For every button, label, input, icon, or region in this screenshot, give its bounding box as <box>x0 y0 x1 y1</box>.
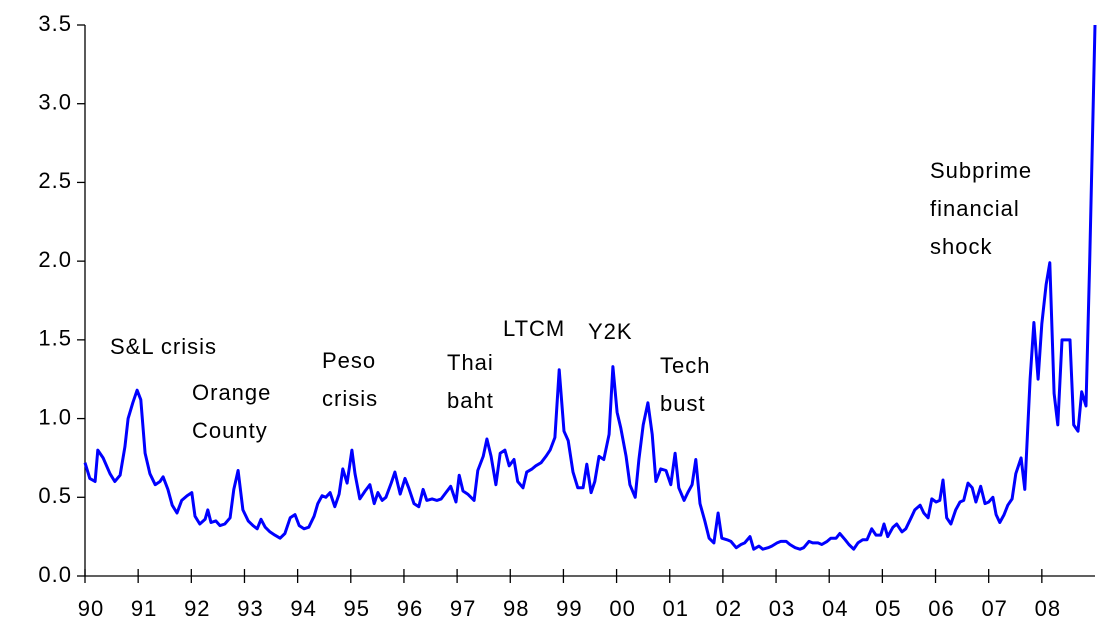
annotation: Y2K <box>588 319 633 344</box>
y-tick-label: 0.0 <box>38 562 72 587</box>
x-tick-label: 98 <box>503 596 529 621</box>
x-tick-label: 01 <box>662 596 688 621</box>
annotation: financial <box>930 196 1020 221</box>
x-tick-label: 03 <box>769 596 795 621</box>
annotation: crisis <box>322 386 378 411</box>
x-tick-label: 06 <box>928 596 954 621</box>
annotation: County <box>192 418 268 443</box>
x-tick-label: 99 <box>556 596 582 621</box>
annotation: bust <box>660 391 706 416</box>
annotation: baht <box>447 388 494 413</box>
annotation: LTCM <box>503 316 565 341</box>
x-tick-label: 92 <box>184 596 210 621</box>
y-tick-label: 0.5 <box>38 483 72 508</box>
y-tick-label: 1.5 <box>38 326 72 351</box>
annotation: Subprime <box>930 158 1032 183</box>
y-tick-label: 2.0 <box>38 247 72 272</box>
x-tick-label: 02 <box>716 596 742 621</box>
annotation: Peso <box>322 348 376 373</box>
annotation: S&L crisis <box>110 334 217 359</box>
annotation: Orange <box>192 380 271 405</box>
x-tick-label: 07 <box>981 596 1007 621</box>
x-tick-label: 95 <box>344 596 370 621</box>
annotation: shock <box>930 234 992 259</box>
y-tick-label: 3.5 <box>38 11 72 36</box>
y-tick-label: 1.0 <box>38 404 72 429</box>
annotation: Thai <box>447 350 494 375</box>
x-tick-label: 93 <box>237 596 263 621</box>
x-tick-label: 04 <box>822 596 848 621</box>
data-line <box>83 24 1097 551</box>
x-tick-label: 96 <box>397 596 423 621</box>
x-tick-label: 00 <box>609 596 635 621</box>
x-tick-label: 94 <box>290 596 316 621</box>
x-tick-label: 05 <box>875 596 901 621</box>
x-tick-label: 90 <box>78 596 104 621</box>
annotation: Tech <box>660 353 710 378</box>
y-tick-label: 3.0 <box>38 90 72 115</box>
y-tick-label: 2.5 <box>38 168 72 193</box>
x-tick-label: 08 <box>1035 596 1061 621</box>
x-tick-label: 97 <box>450 596 476 621</box>
x-tick-label: 91 <box>131 596 157 621</box>
